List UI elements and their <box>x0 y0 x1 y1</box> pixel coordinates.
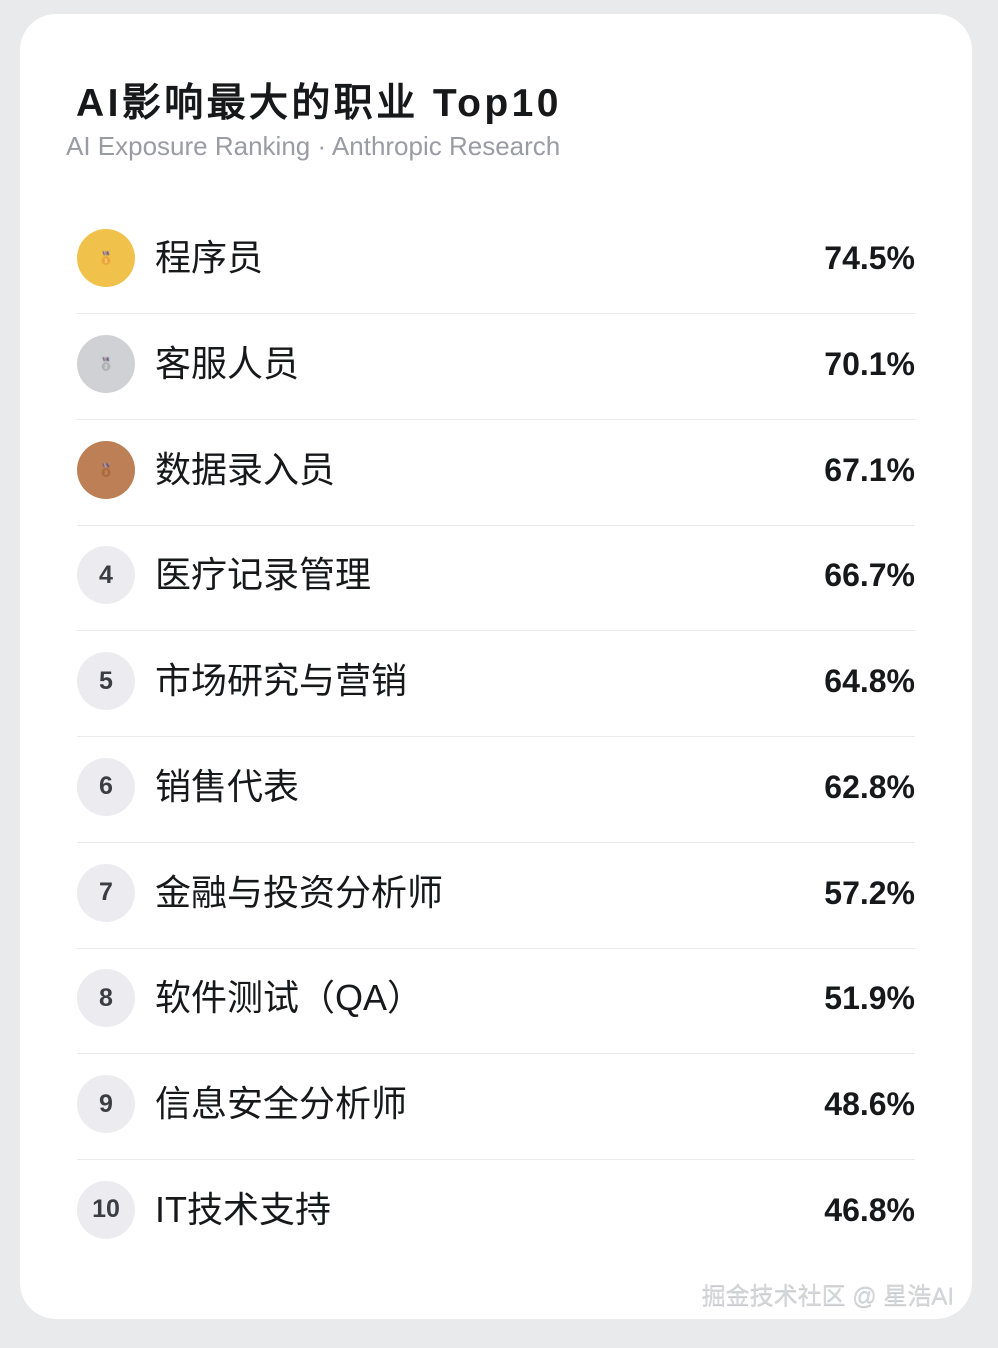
svg-text:3: 3 <box>105 470 108 476</box>
svg-text:1: 1 <box>105 258 108 264</box>
svg-text:2: 2 <box>105 364 108 370</box>
